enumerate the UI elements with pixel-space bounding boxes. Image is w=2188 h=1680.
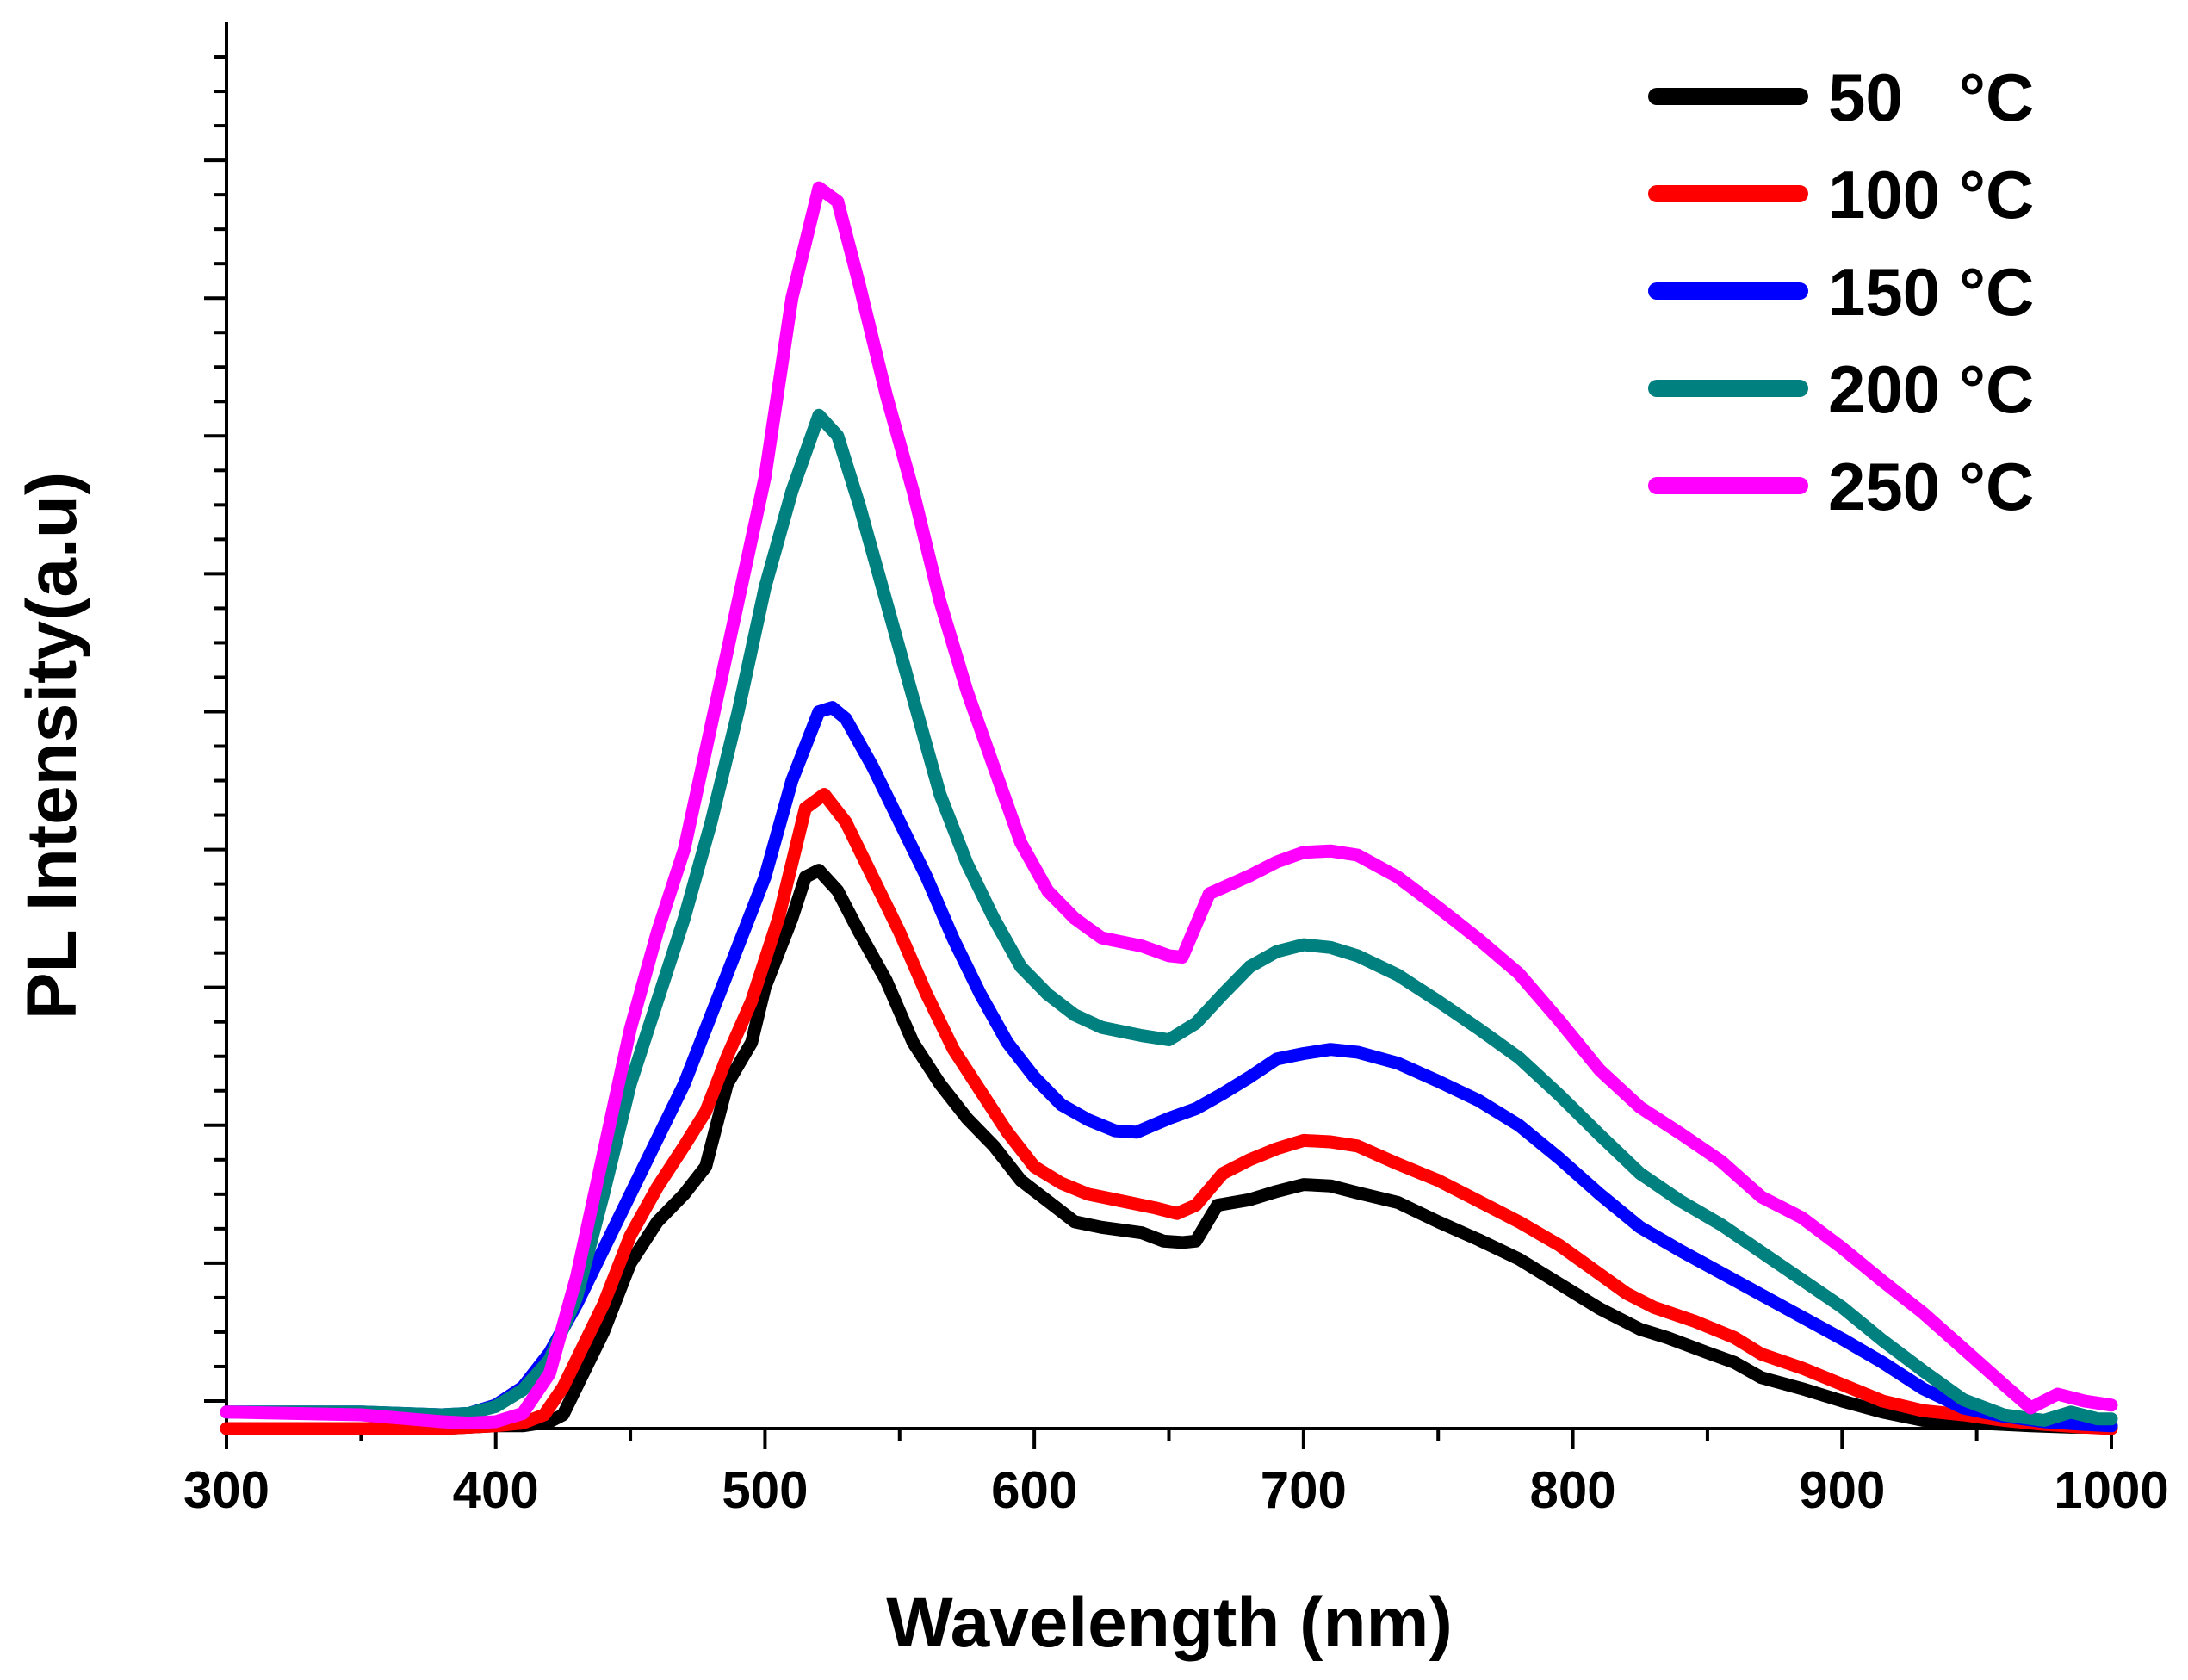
y-axis-title: PL Intensity(a.u) xyxy=(13,472,91,1020)
legend-label-4: 200 °C xyxy=(1828,351,2034,427)
legend-label-1: 50 °C xyxy=(1828,59,2034,135)
legend-label-5: 250 °C xyxy=(1828,449,2034,524)
legend-label-2: 100 °C xyxy=(1828,157,2034,232)
series-line-4 xyxy=(220,408,2118,1427)
x-tick-label: 700 xyxy=(1261,1461,1347,1519)
x-tick-label: 900 xyxy=(1799,1461,1885,1519)
axes: 300 400 500 600 700 800 900 1000 xyxy=(183,22,2169,1519)
series-line-2 xyxy=(220,788,2118,1435)
series-lines xyxy=(220,181,2118,1435)
x-tick-label: 300 xyxy=(183,1461,270,1519)
series-line-1 xyxy=(220,864,2118,1435)
x-tick-label: 600 xyxy=(991,1461,1077,1519)
x-tick-label: 400 xyxy=(453,1461,539,1519)
legend-label-3: 150 °C xyxy=(1828,254,2034,330)
legend: 50 °C 100 °C 150 °C 200 °C 250 °C xyxy=(1648,59,2034,524)
series-line-5 xyxy=(220,181,2118,1430)
x-tick-label: 800 xyxy=(1530,1461,1616,1519)
x-axis-title: Wavelength (nm) xyxy=(886,1584,1453,1662)
series-line-3 xyxy=(220,701,2118,1433)
x-tick-label: 500 xyxy=(722,1461,808,1519)
x-tick-label: 1000 xyxy=(2054,1461,2168,1519)
